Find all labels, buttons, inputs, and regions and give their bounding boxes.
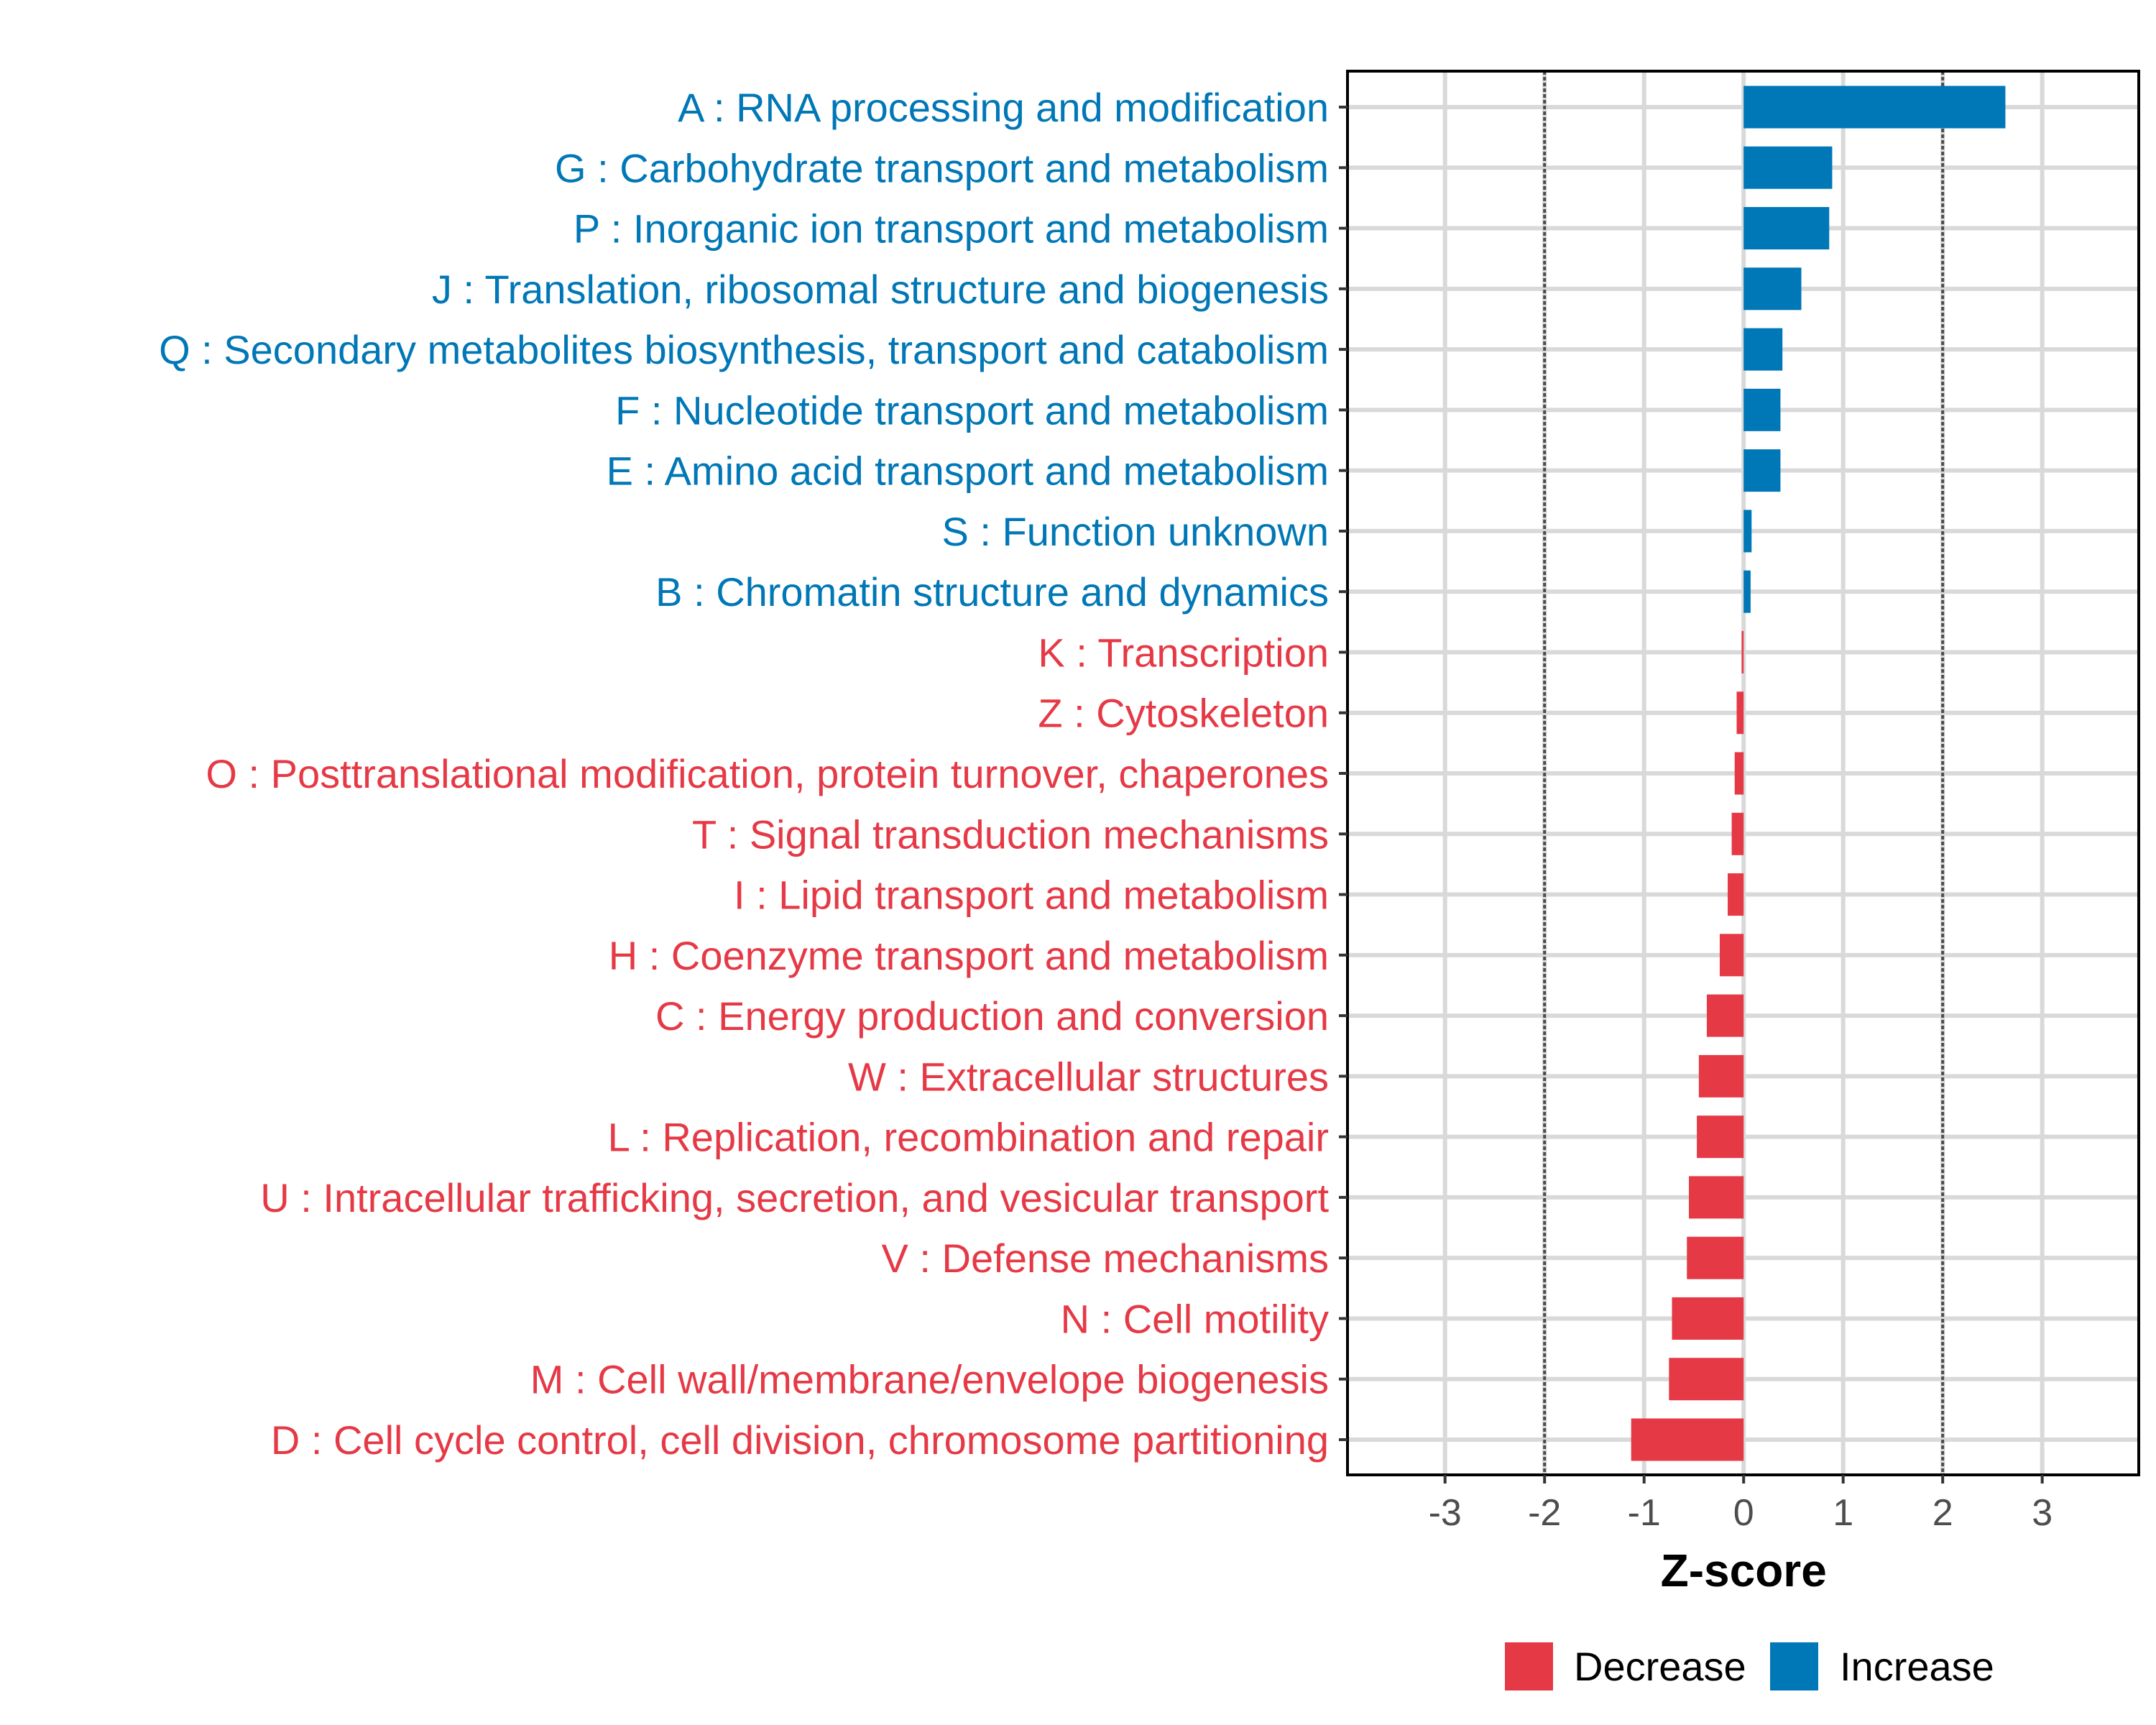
bar (1743, 449, 1781, 492)
bar (1731, 812, 1744, 855)
x-tick-label: 2 (1932, 1492, 1953, 1534)
legend-label-decrease: Decrease (1574, 1644, 1746, 1689)
bars (1631, 86, 2006, 1461)
category-labels: A : RNA processing and modification G : C… (159, 85, 1329, 1463)
bar (1687, 1236, 1744, 1279)
category-label: E : Amino acid transport and metabolism (607, 448, 1329, 494)
bar (1743, 510, 1752, 553)
category-label: A : RNA processing and modification (678, 85, 1329, 130)
x-tick-label: -1 (1628, 1492, 1661, 1534)
y-axis-ticks (1339, 106, 1348, 1441)
bar (1631, 1418, 1744, 1461)
x-tick-label: 0 (1733, 1492, 1754, 1534)
category-label: I : Lipid transport and metabolism (734, 873, 1329, 918)
category-label: P : Inorganic ion transport and metaboli… (573, 206, 1329, 252)
bar (1672, 1297, 1744, 1340)
category-label: K : Transcription (1038, 630, 1329, 675)
bar (1743, 86, 2006, 129)
bar (1728, 873, 1744, 916)
x-axis-ticks: -3 -2 -1 0 1 2 3 (1429, 1475, 2053, 1534)
bar (1743, 267, 1802, 310)
bar (1743, 570, 1751, 613)
x-tick-label: 1 (1833, 1492, 1853, 1534)
category-label: S : Function unknown (941, 509, 1329, 554)
x-tick-label: 3 (2032, 1492, 2053, 1534)
reference-lines (1543, 71, 1945, 1475)
legend-key-decrease (1505, 1642, 1553, 1690)
category-label: J : Translation, ribosomal structure and… (432, 267, 1329, 312)
category-label: N : Cell motility (1061, 1296, 1329, 1341)
bar (1689, 1176, 1744, 1219)
bar (1706, 994, 1744, 1037)
category-label: G : Carbohydrate transport and metabolis… (555, 145, 1329, 190)
bar (1697, 1116, 1744, 1159)
bar (1741, 630, 1744, 673)
bar (1734, 752, 1744, 795)
category-label: U : Intracellular trafficking, secretion… (260, 1175, 1329, 1220)
category-label: T : Signal transduction mechanisms (692, 811, 1329, 857)
x-axis-title: Z-score (1661, 1545, 1827, 1596)
bar (1669, 1358, 1744, 1401)
category-label: C : Energy production and conversion (655, 993, 1329, 1039)
category-label: F : Nucleotide transport and metabolism (615, 387, 1329, 433)
bar (1743, 388, 1781, 431)
category-label: O : Posttranslational modification, prot… (206, 751, 1329, 796)
category-label: D : Cell cycle control, cell division, c… (271, 1417, 1329, 1463)
bar (1743, 146, 1833, 189)
bar (1743, 207, 1830, 250)
x-tick-label: -2 (1528, 1492, 1561, 1534)
bar (1736, 691, 1744, 735)
bar (1719, 934, 1744, 977)
category-label: V : Defense mechanisms (882, 1236, 1329, 1281)
legend-key-increase (1770, 1642, 1818, 1690)
category-label: L : Replication, recombination and repai… (608, 1115, 1329, 1160)
legend: Decrease Increase (1505, 1642, 1994, 1690)
bar (1743, 328, 1783, 371)
category-label: B : Chromatin structure and dynamics (655, 569, 1329, 615)
category-label: H : Coenzyme transport and metabolism (609, 933, 1329, 978)
category-label: M : Cell wall/membrane/envelope biogenes… (530, 1357, 1329, 1402)
category-label: Q : Secondary metabolites biosynthesis, … (159, 327, 1329, 372)
category-label: W : Extracellular structures (848, 1054, 1329, 1099)
x-tick-label: -3 (1429, 1492, 1462, 1534)
category-label: Z : Cytoskeleton (1038, 691, 1329, 736)
bar (1698, 1054, 1744, 1098)
legend-label-increase: Increase (1840, 1644, 1994, 1689)
